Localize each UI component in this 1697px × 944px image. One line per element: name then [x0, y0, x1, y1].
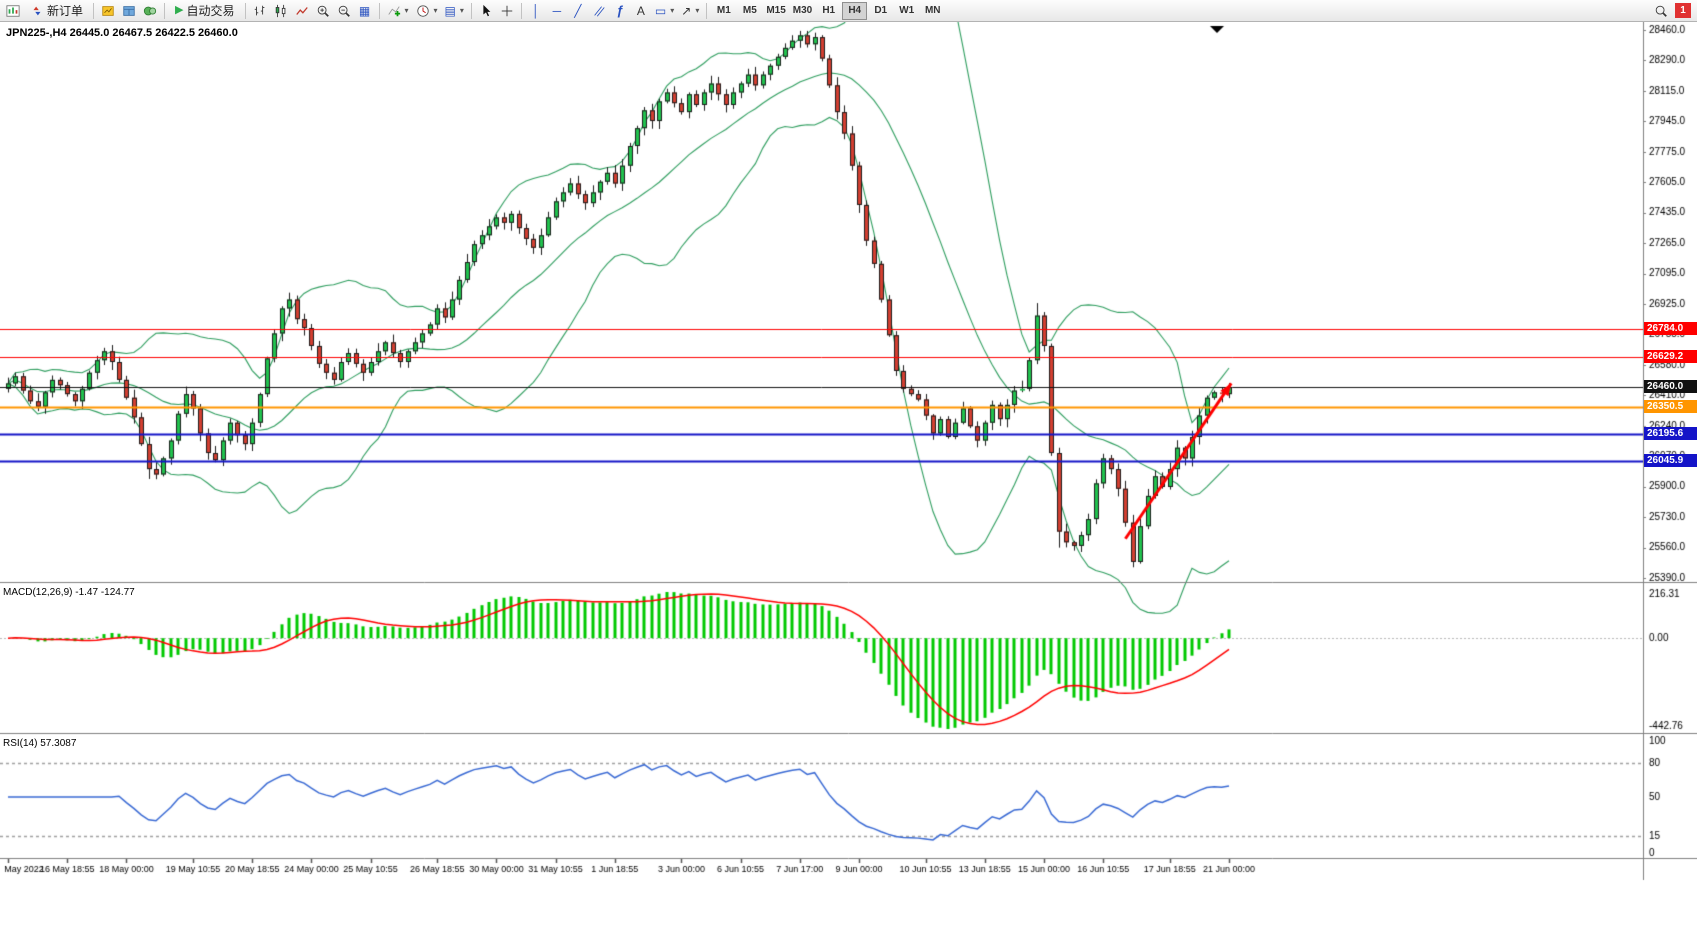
templates-icon: ▤ — [444, 3, 456, 18]
new-chart-icon — [6, 4, 20, 17]
vertical-line-button[interactable]: │ — [526, 1, 546, 21]
text-tool-icon: A — [636, 3, 645, 18]
text-tool-button[interactable]: A — [631, 1, 651, 21]
price-tag-26045.9[interactable]: 26045.9 — [1644, 453, 1697, 467]
toolbar-separator — [470, 2, 472, 19]
chevron-down-icon: ▾ — [695, 6, 700, 15]
toolbar-separator — [520, 2, 522, 19]
periods-button[interactable]: ▾ — [413, 1, 441, 21]
timeframe-m30-button[interactable]: M30 — [790, 2, 815, 20]
price-tag-26350.5[interactable]: 26350.5 — [1644, 399, 1697, 413]
notification-badge[interactable]: 1 — [1675, 3, 1691, 18]
channel-icon — [594, 5, 605, 17]
fibonacci-button[interactable]: ƒ — [610, 1, 630, 21]
price-tag-26629.2[interactable]: 26629.2 — [1644, 349, 1697, 363]
toolbar-separator — [244, 2, 246, 19]
arrows-tool-icon: ↗ — [681, 3, 692, 18]
autotrading-button[interactable]: ▶ 自动交易 — [169, 1, 240, 21]
tile-windows-button[interactable]: ▦ — [355, 1, 375, 21]
zoom-in-icon — [317, 5, 329, 17]
data-window-button[interactable] — [119, 1, 139, 21]
timeframe-mn-button[interactable]: MN — [920, 2, 945, 20]
price-tag-26784.0[interactable]: 26784.0 — [1644, 322, 1697, 336]
timeframe-m1-button[interactable]: M1 — [711, 2, 736, 20]
zoom-out-button[interactable] — [334, 1, 354, 21]
autotrading-label: 自动交易 — [186, 4, 235, 18]
horizontal-line-button[interactable]: ─ — [547, 1, 567, 21]
candlestick-mode-button[interactable] — [271, 1, 291, 21]
autotrading-play-icon: ▶ — [175, 4, 184, 16]
chevron-down-icon: ▾ — [404, 6, 409, 15]
search-icon — [1655, 5, 1667, 17]
templates-button[interactable]: ▤ ▾ — [442, 1, 467, 21]
vertical-line-icon: │ — [532, 3, 540, 18]
crosshair-button[interactable] — [497, 1, 517, 21]
indicators-button[interactable]: ▾ — [384, 1, 412, 21]
toolbar-separator — [378, 2, 380, 19]
toolbar-separator — [93, 2, 95, 19]
chevron-down-icon: ▾ — [459, 6, 464, 15]
navigator-icon — [143, 6, 157, 15]
toolbar-separator — [706, 2, 708, 19]
chart-window: JPN225-,H4 26445.0 26467.5 26422.5 26460… — [0, 22, 1697, 944]
new-chart-button[interactable] — [3, 1, 23, 21]
price-tag-26195.6[interactable]: 26195.6 — [1644, 427, 1697, 441]
market-watch-button[interactable] — [98, 1, 118, 21]
fibonacci-icon: ƒ — [616, 3, 624, 18]
data-window-icon — [123, 5, 135, 16]
crosshair-icon — [501, 5, 513, 16]
timeframe-w1-button[interactable]: W1 — [894, 2, 919, 20]
price-tag-26460.0[interactable]: 26460.0 — [1644, 380, 1697, 393]
chevron-down-icon: ▾ — [670, 6, 675, 15]
price-chart-canvas[interactable] — [0, 22, 1697, 944]
zoom-in-button[interactable] — [313, 1, 333, 21]
trendline-icon: ╱ — [574, 3, 582, 18]
macd-indicator-label: MACD(12,26,9) -1.47 -124.77 — [3, 587, 135, 598]
main-toolbar: 新订单 ▶ 自动交易 ▦ ▾ ▾ ▤ ▾ — [0, 0, 1697, 22]
clock-icon — [416, 4, 429, 17]
line-chart-mode-button[interactable] — [292, 1, 312, 21]
candlestick-icon — [275, 4, 285, 17]
shapes-icon: ▭ — [654, 3, 667, 18]
line-chart-icon — [295, 6, 308, 15]
market-watch-icon — [102, 5, 114, 16]
zoom-out-icon — [338, 5, 350, 17]
channel-button[interactable] — [589, 1, 609, 21]
shapes-button[interactable]: ▭ ▾ — [652, 1, 677, 21]
timeframe-d1-button[interactable]: D1 — [868, 2, 893, 20]
timeframe-h1-button[interactable]: H1 — [816, 2, 841, 20]
add-indicator-icon — [387, 5, 400, 16]
timeframe-m15-button[interactable]: M15 — [763, 2, 788, 20]
tile-windows-icon: ▦ — [358, 3, 371, 18]
chart-title: JPN225-,H4 26445.0 26467.5 26422.5 26460… — [6, 27, 238, 39]
cursor-button[interactable] — [476, 1, 496, 21]
new-order-label: 新订单 — [47, 4, 84, 18]
trendline-button[interactable]: ╱ — [568, 1, 588, 21]
new-order-button[interactable]: 新订单 — [24, 1, 89, 21]
arrows-tool-button[interactable]: ↗ ▾ — [678, 1, 702, 21]
bar-chart-mode-button[interactable] — [250, 1, 270, 21]
timeframe-m5-button[interactable]: M5 — [737, 2, 762, 20]
chevron-down-icon: ▾ — [433, 6, 438, 15]
search-button[interactable] — [1651, 1, 1671, 21]
toolbar-separator — [164, 2, 166, 19]
cursor-icon — [483, 4, 491, 16]
horizontal-line-icon: ─ — [552, 3, 562, 18]
navigator-button[interactable] — [140, 1, 160, 21]
new-order-icon — [33, 6, 41, 15]
timeframe-h4-button[interactable]: H4 — [842, 1, 868, 20]
rsi-indicator-label: RSI(14) 57.3087 — [3, 738, 77, 749]
bar-chart-icon — [254, 5, 264, 15]
